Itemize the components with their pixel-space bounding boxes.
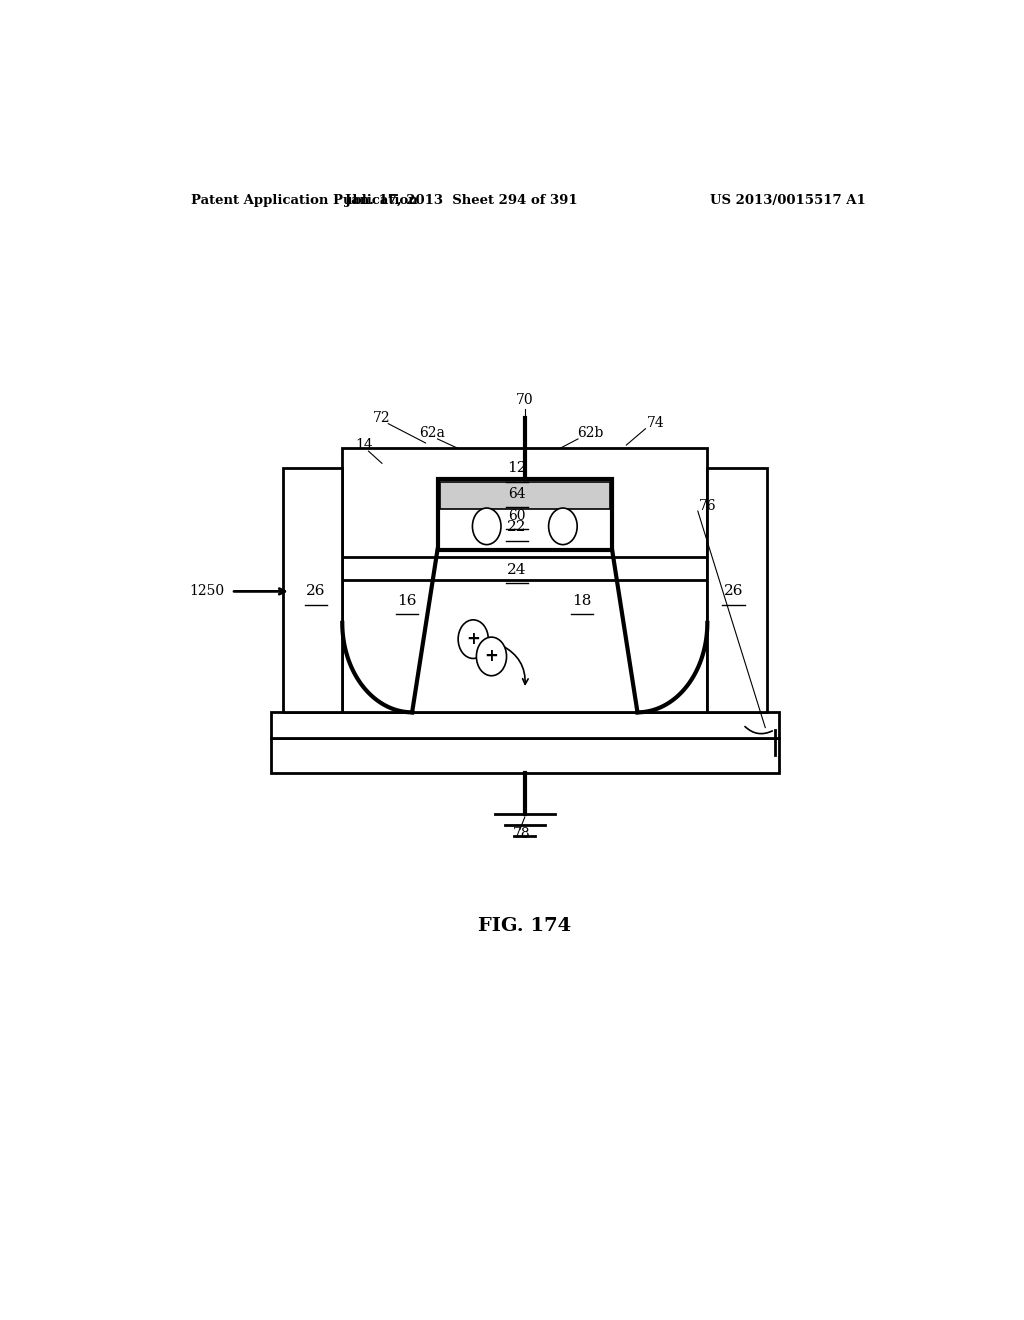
Text: 62b: 62b (578, 426, 604, 440)
Text: Jan. 17, 2013  Sheet 294 of 391: Jan. 17, 2013 Sheet 294 of 391 (345, 194, 578, 207)
Bar (270, 738, 778, 774)
Text: 18: 18 (572, 594, 592, 607)
Text: 24: 24 (507, 564, 526, 577)
Text: 16: 16 (397, 594, 417, 607)
Bar (283, 469, 342, 713)
Text: 1250: 1250 (189, 585, 225, 598)
Circle shape (476, 638, 507, 676)
Text: 22: 22 (507, 520, 526, 535)
Bar (342, 557, 708, 581)
Text: 64: 64 (508, 487, 525, 500)
Circle shape (549, 508, 578, 545)
Text: 12: 12 (507, 462, 526, 475)
Text: Patent Application Publication: Patent Application Publication (191, 194, 418, 207)
Bar (342, 447, 708, 713)
Bar (440, 482, 609, 510)
Circle shape (458, 620, 488, 659)
Text: 26: 26 (306, 585, 326, 598)
Text: 78: 78 (513, 828, 530, 841)
Text: +: + (484, 647, 499, 665)
Text: US 2013/0015517 A1: US 2013/0015517 A1 (711, 194, 866, 207)
Bar (437, 479, 612, 549)
Bar (270, 713, 778, 738)
Text: 62a: 62a (419, 426, 444, 440)
Bar (708, 469, 767, 713)
Text: 26: 26 (724, 585, 743, 598)
Text: 60: 60 (508, 510, 525, 523)
Text: +: + (466, 630, 480, 648)
Text: 76: 76 (698, 499, 716, 513)
Text: 70: 70 (516, 393, 534, 408)
Text: 72: 72 (373, 411, 391, 425)
Text: FIG. 174: FIG. 174 (478, 917, 571, 935)
Circle shape (472, 508, 501, 545)
Text: 74: 74 (647, 416, 665, 430)
Text: 14: 14 (355, 438, 374, 451)
